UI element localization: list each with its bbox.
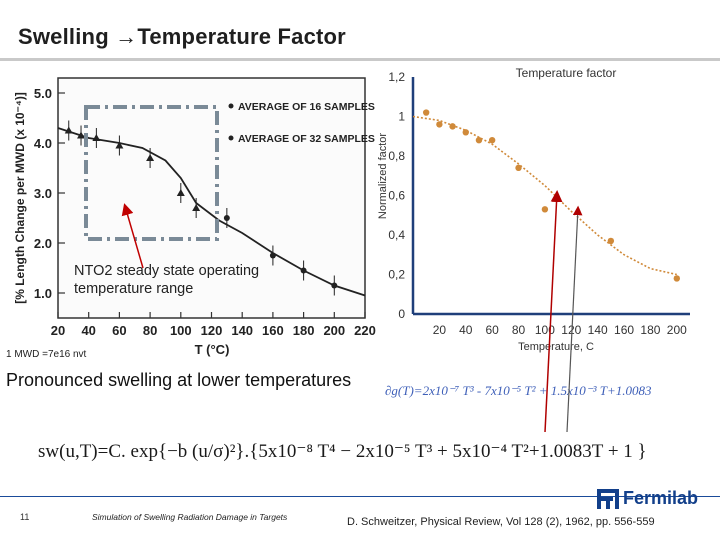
legend-entry: AVERAGE OF 16 SAMPLES: [238, 101, 375, 113]
right-data-point: [475, 137, 483, 144]
right-x-tick-label: 40: [459, 323, 473, 337]
arrow-to-curve-2: [566, 205, 583, 433]
reference: D. Schweitzer, Physical Review, Vol 128 …: [347, 516, 655, 528]
right-x-tick-label: 200: [667, 323, 687, 337]
right-y-tick-label: 0: [398, 307, 405, 321]
pronounced-text: Pronounced swelling at lower temperature…: [6, 370, 352, 390]
right-data-point: [462, 129, 469, 136]
left-x-tick-label: 120: [201, 323, 223, 338]
left-y-tick-label: 3.0: [34, 186, 52, 201]
left-y-tick-label: 1.0: [34, 286, 52, 301]
title-divider: [0, 58, 720, 61]
left-x-tick-label: 200: [323, 323, 345, 338]
left-plot-frame: [57, 77, 366, 319]
page-number: 11: [20, 512, 30, 522]
left-point-32: [300, 267, 307, 274]
left-point-16: [146, 154, 155, 161]
left-point-16: [64, 126, 73, 134]
right-data-point: [673, 275, 681, 282]
left-x-tick-label: 180: [293, 323, 315, 338]
legend-marker: [228, 103, 234, 109]
left-x-tick-label: 80: [143, 323, 157, 338]
right-data-point: [607, 237, 615, 245]
left-point-16: [176, 189, 185, 196]
right-arrow-icon: →: [115, 24, 138, 49]
left-x-tick-label: 220: [354, 323, 376, 338]
arrow-to-curve-1: [544, 190, 563, 433]
left-point-32: [331, 282, 338, 289]
title-right: Temperature Factor: [137, 24, 346, 49]
right-data-point: [515, 164, 522, 172]
left-y-tick-label: 5.0: [34, 86, 52, 101]
right-y-tick-label: 1,2: [388, 70, 405, 84]
nto2-highlight-box: [84, 105, 219, 241]
right-y-tick-label: 0,4: [388, 228, 405, 242]
legend-entry: AVERAGE OF 32 SAMPLES: [238, 133, 375, 145]
right-y-tick-label: 0,8: [388, 149, 405, 163]
left-point-16: [192, 204, 201, 211]
right-data-point: [488, 137, 496, 144]
right-data-point: [422, 109, 430, 116]
left-x-tick-label: 20: [51, 323, 65, 338]
right-x-axis-label: Temperature, C: [518, 341, 594, 353]
left-y-tick-label: 2.0: [34, 236, 52, 251]
right-y-tick-label: 0,2: [388, 268, 405, 282]
right-data-point: [436, 121, 443, 128]
left-point-16: [115, 141, 124, 149]
footer-title: Simulation of Swelling Radiation Damage …: [92, 512, 288, 522]
right-y-tick-label: 1: [398, 110, 405, 124]
fermilab-logo-icon: [597, 489, 619, 510]
right-data-point: [449, 123, 456, 130]
left-x-tick-label: 40: [81, 323, 95, 338]
polynomial-equation: ∂g(T)=2x10⁻⁷ T³ - 7x10⁻⁵ T² + 1.5x10⁻³ T…: [385, 383, 652, 398]
nto2-range-label: NTO2 steady state operating temperature …: [74, 263, 260, 297]
right-data-point: [541, 206, 549, 213]
arrow-to-nto2-box: [121, 203, 144, 269]
logo-text: Fermilab: [623, 488, 699, 508]
left-point-16: [92, 134, 101, 141]
legend-marker: [228, 135, 234, 141]
right-y-tick-label: 0,6: [388, 189, 405, 203]
left-point-32: [223, 215, 230, 221]
swelling-chart: 1.0 2.0 3.0 4.0 5.0 20 40 60 80 100 120 140 160 180 20…: [13, 77, 376, 357]
left-x-tick-label: 100: [170, 323, 192, 338]
right-x-tick-label: 80: [512, 323, 526, 337]
right-x-tick-label: 20: [433, 323, 447, 337]
left-x-axis-label: T (°C): [195, 342, 230, 357]
left-x-tick-label: 60: [112, 323, 126, 338]
right-x-tick-label: 160: [614, 323, 634, 337]
left-y-tick-label: 4.0: [34, 136, 52, 151]
left-y-axis-label: [% Length Change per MWD (x 10⁻⁴)]: [13, 92, 27, 304]
title-left: Swelling: [18, 24, 116, 49]
mwd-note: 1 MWD =7e16 nvt: [6, 349, 87, 360]
swelling-equation: sw(u,T)=C. exp{−b (u/σ)²}.{5x10⁻⁸ T⁴ − 2…: [38, 441, 647, 462]
right-chart-title: Temperature factor: [516, 66, 617, 80]
right-x-tick-label: 60: [485, 323, 499, 337]
footer-divider: [0, 496, 720, 497]
fermilab-logo: Fermilab: [597, 488, 699, 510]
right-trend-line: [412, 115, 677, 276]
left-point-16: [77, 131, 86, 139]
left-x-tick-label: 140: [231, 323, 253, 338]
slide-title: Swelling →Temperature Factor: [18, 24, 346, 50]
right-x-tick-label: 140: [588, 323, 608, 337]
left-x-tick-label: 160: [262, 323, 284, 338]
right-y-axis-label: Normalized factor: [377, 133, 389, 220]
left-point-32: [269, 252, 276, 259]
right-x-tick-label: 180: [640, 323, 660, 337]
